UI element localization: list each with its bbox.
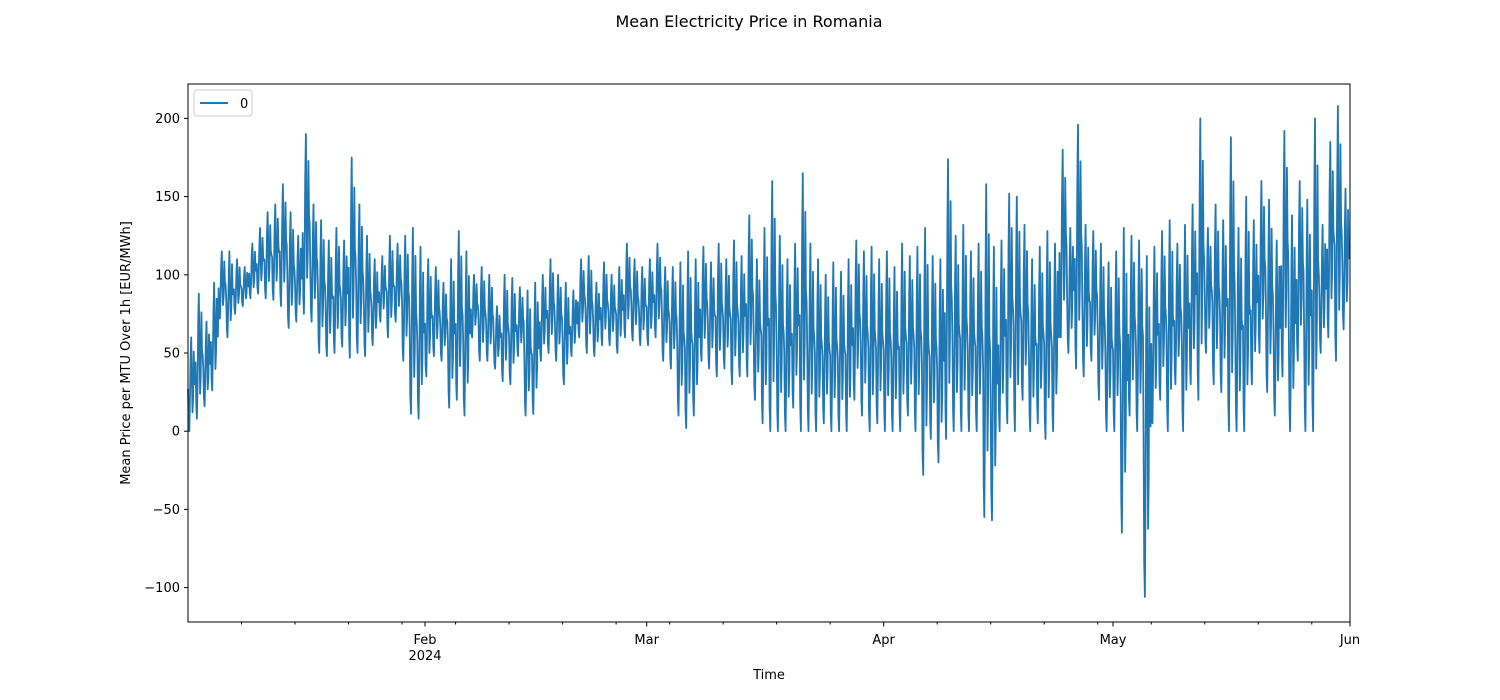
- x-tick-label: Apr: [872, 633, 895, 648]
- y-tick-label: 0: [172, 425, 180, 440]
- x-tick-sublabel: 2024: [408, 649, 441, 664]
- y-tick-label: 200: [155, 112, 180, 127]
- y-tick-label: 50: [163, 347, 180, 362]
- x-axis-title: Time: [752, 668, 785, 683]
- y-axis-title: Mean Price per MTU Over 1h [EUR/MWh]: [119, 221, 134, 485]
- legend-label: 0: [240, 97, 248, 112]
- y-tick-label: 150: [155, 190, 180, 205]
- plot-area: [187, 83, 1351, 623]
- series-layer: [187, 105, 1351, 598]
- x-tick-label: Mar: [634, 633, 659, 648]
- y-axis: −100 −50 0 50 100 150 200: [144, 112, 188, 596]
- x-tick-label: May: [1100, 633, 1127, 648]
- x-tick-label: Feb: [413, 633, 436, 648]
- chart-title: Mean Electricity Price in Romania: [616, 12, 883, 31]
- x-tick-label: Jun: [1339, 633, 1360, 648]
- series-line: [187, 105, 1351, 598]
- legend: 0: [193, 89, 253, 117]
- y-tick-label: 100: [155, 268, 180, 283]
- y-tick-label: −100: [144, 581, 180, 596]
- y-tick-label: −50: [153, 503, 180, 518]
